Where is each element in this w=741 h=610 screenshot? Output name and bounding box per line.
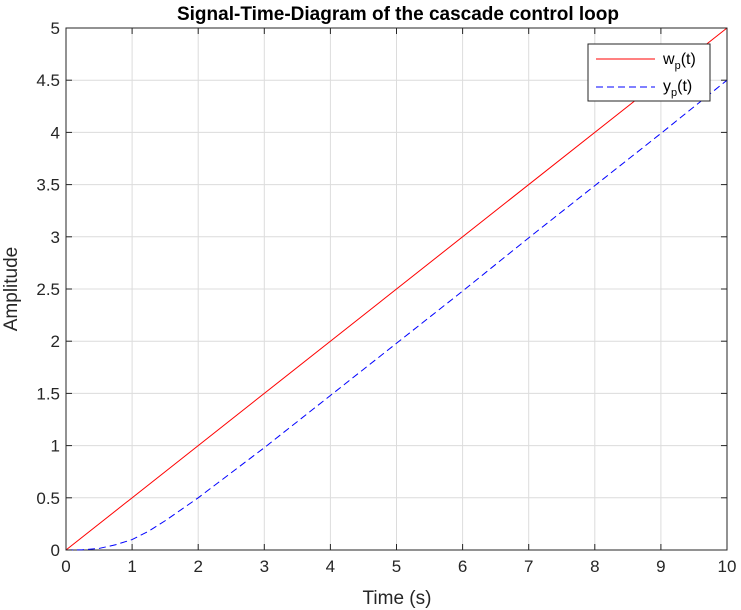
series-lines [65,27,728,551]
y-tick-label: 0.5 [36,489,60,508]
chart-title: Signal-Time-Diagram of the cascade contr… [177,4,619,25]
y-tick-label: 1 [51,437,60,456]
x-tick-label: 2 [193,557,202,576]
x-axis-ticks: 0 1 2 3 4 5 6 7 8 9 10 [61,28,736,576]
y-tick-label: 3.5 [36,176,60,195]
y-tick-label: 2.5 [36,280,60,299]
y-tick-label: 2 [51,332,60,351]
x-axis-label: Time (s) [363,588,432,609]
legend-label-w-p: wp(t) [662,51,696,72]
x-tick-label: 10 [718,557,737,576]
legend-label-suffix: (t) [681,51,696,68]
y-tick-label: 0 [51,541,60,560]
series-line-y-p [65,79,728,551]
legend-label-y-p: yp(t) [663,78,692,99]
x-tick-label: 3 [260,557,269,576]
x-tick-label: 5 [392,557,401,576]
x-tick-label: 7 [524,557,533,576]
x-tick-label: 1 [127,557,136,576]
y-axis-ticks: 0 0.5 1 1.5 2 2.5 3 3.5 4 4.5 5 [36,19,727,560]
legend-label-base: w [662,51,675,68]
x-tick-label: 0 [61,557,70,576]
series-line-w-p [65,27,728,551]
x-tick-label: 6 [458,557,467,576]
legend-label-subscript: p [671,87,677,99]
legend-label-suffix: (t) [677,78,692,95]
legend: wp(t) yp(t) [587,43,711,102]
y-tick-label: 3 [51,228,60,247]
x-tick-label: 8 [590,557,599,576]
y-tick-label: 1.5 [36,384,60,403]
y-tick-label: 4 [51,123,60,142]
x-tick-label: 4 [326,557,335,576]
x-tick-label: 9 [656,557,665,576]
y-axis-label: Amplitude [1,247,22,332]
legend-label-base: y [663,78,671,95]
y-tick-label: 5 [51,19,60,38]
legend-label-subscript: p [675,60,681,72]
y-tick-label: 4.5 [36,71,60,90]
legend-box [587,43,711,102]
